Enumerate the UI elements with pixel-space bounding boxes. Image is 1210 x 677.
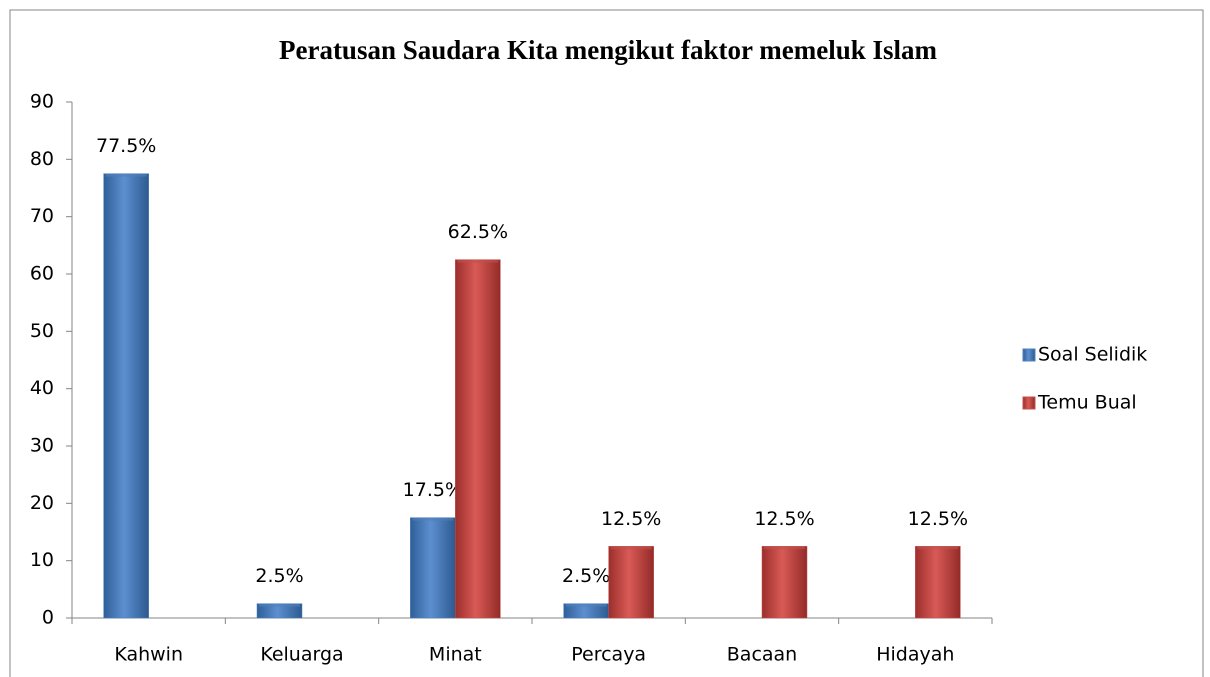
data-label: 12.5% [754, 508, 814, 530]
chart-border [9, 9, 1204, 677]
x-tick-label: Bacaan [727, 644, 797, 666]
y-tick-label: 90 [30, 91, 54, 113]
y-tick-label: 10 [30, 549, 54, 571]
data-label: 12.5% [601, 508, 661, 530]
y-tick-label: 0 [42, 607, 54, 629]
bar [761, 546, 808, 619]
y-tick-label: 70 [30, 205, 54, 227]
legend-swatch [1022, 396, 1036, 410]
y-tick-label: 40 [30, 377, 54, 399]
x-tick-label: Kahwin [114, 644, 183, 666]
bar-cap [764, 546, 805, 550]
bar [103, 173, 149, 619]
legend-label: Temu Bual [1037, 392, 1137, 414]
y-tick-label: 80 [30, 148, 54, 170]
data-label: 2.5% [562, 565, 610, 587]
bar-cap [105, 173, 147, 177]
x-tick-label: Minat [429, 644, 482, 666]
bar-cap [917, 546, 959, 550]
y-tick-label: 50 [30, 320, 54, 342]
y-tick-label: 30 [30, 435, 54, 457]
x-tick-label: Keluarga [260, 644, 343, 666]
data-label: 77.5% [96, 135, 156, 157]
y-tick-label: 20 [30, 492, 54, 514]
x-tick-label: Hidayah [876, 644, 954, 666]
data-label: 2.5% [255, 565, 303, 587]
x-tick-label: Percaya [571, 644, 646, 666]
bar [915, 546, 961, 619]
legend-label: Soal Selidik [1038, 344, 1147, 366]
bar [455, 259, 501, 619]
data-label: 12.5% [908, 508, 968, 530]
y-tick-label: 60 [30, 263, 54, 285]
bar-cap [610, 546, 652, 550]
data-label: 62.5% [448, 221, 508, 243]
chart-title: Peratusan Saudara Kita mengikut faktor m… [279, 35, 938, 65]
bar-cap [457, 259, 499, 263]
legend-swatch [1022, 348, 1036, 362]
bar-cap [412, 517, 454, 521]
bar [410, 517, 456, 619]
data-label: 17.5% [403, 479, 463, 501]
bar-cap [259, 603, 300, 607]
bar [608, 546, 654, 619]
bar-cap [565, 603, 607, 607]
